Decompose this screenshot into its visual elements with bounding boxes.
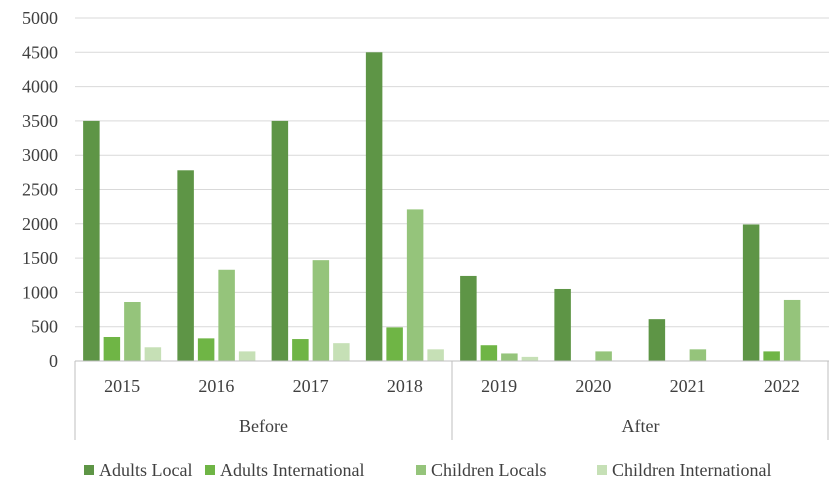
legend-label: Adults Local	[99, 460, 192, 480]
bar-children-locals-2017	[312, 260, 330, 361]
y-tick-label: 3500	[22, 111, 58, 131]
gridlines	[75, 17, 829, 328]
bar-children-locals-2022	[783, 299, 801, 361]
bar-adults-local-2015	[83, 120, 100, 362]
bar-adults-local-2022	[742, 224, 760, 361]
x-tick-label: 2021	[670, 376, 706, 396]
bar-children-international-2016	[238, 351, 256, 361]
bar-adults-international-2022	[763, 351, 780, 361]
y-tick-label: 1500	[22, 248, 58, 268]
bar-children-international-2018	[427, 349, 444, 361]
x-tick-label: 2017	[293, 376, 329, 396]
legend: Adults Local Adults International Children…	[84, 460, 771, 480]
bar-adults-local-2019	[460, 275, 477, 361]
bar-adults-local-2021	[648, 319, 666, 361]
legend-swatch	[205, 465, 215, 475]
x-tick-label: 2020	[575, 376, 611, 396]
y-tick-label: 2000	[22, 214, 58, 234]
bar-adults-international-2019	[480, 345, 498, 361]
bar-children-locals-2020	[595, 351, 612, 361]
bar-children-international-2017	[333, 343, 350, 361]
x-tick-label: 2015	[104, 376, 140, 396]
x-tick-label: 2022	[764, 376, 800, 396]
y-tick-label: 1000	[22, 282, 58, 302]
legend-label: Adults International	[220, 460, 364, 480]
bar-adults-international-2018	[386, 327, 403, 361]
legend-swatch	[416, 465, 426, 475]
y-axis-ticks: 0 500 1000 1500 2000 2500 3000 3500 4000 4500 5000	[22, 8, 58, 371]
legend-swatch	[84, 465, 94, 475]
bar-children-locals-2015	[124, 302, 141, 361]
y-tick-label: 0	[49, 351, 58, 371]
bar-adults-local-2016	[177, 170, 194, 361]
bar-children-international-2015	[144, 347, 162, 361]
y-tick-label: 4000	[22, 77, 58, 97]
bar-children-locals-2016	[218, 269, 235, 361]
bars	[83, 52, 801, 362]
y-tick-label: 500	[31, 317, 58, 337]
x-tick-label: 2016	[198, 376, 234, 396]
y-tick-label: 2500	[22, 180, 58, 200]
legend-label: Children Locals	[431, 460, 546, 480]
bar-adults-local-2017	[271, 120, 289, 362]
x-tick-label: 2019	[481, 376, 517, 396]
bar-adults-international-2016	[197, 338, 215, 361]
x-axis: 2015 2016 2017 2018 2019 2020 2021 2022 Before Af…	[74, 360, 829, 440]
y-tick-label: 3000	[22, 145, 58, 165]
bar-adults-local-2018	[365, 52, 383, 362]
legend-label: Children International	[612, 460, 771, 480]
x-tick-label: 2018	[387, 376, 423, 396]
y-tick-label: 4500	[22, 42, 58, 62]
legend-swatch	[597, 465, 607, 475]
group-label: After	[622, 416, 660, 436]
bar-children-locals-2019	[501, 353, 518, 361]
bar-children-international-2019	[521, 356, 539, 361]
bar-adults-international-2015	[103, 336, 121, 361]
bar-children-locals-2018	[406, 209, 424, 361]
bar-adults-international-2017	[292, 339, 309, 361]
group-label: Before	[239, 416, 288, 436]
y-tick-label: 5000	[22, 8, 58, 28]
bar-children-locals-2021	[689, 349, 707, 361]
bar-adults-local-2020	[554, 288, 571, 361]
